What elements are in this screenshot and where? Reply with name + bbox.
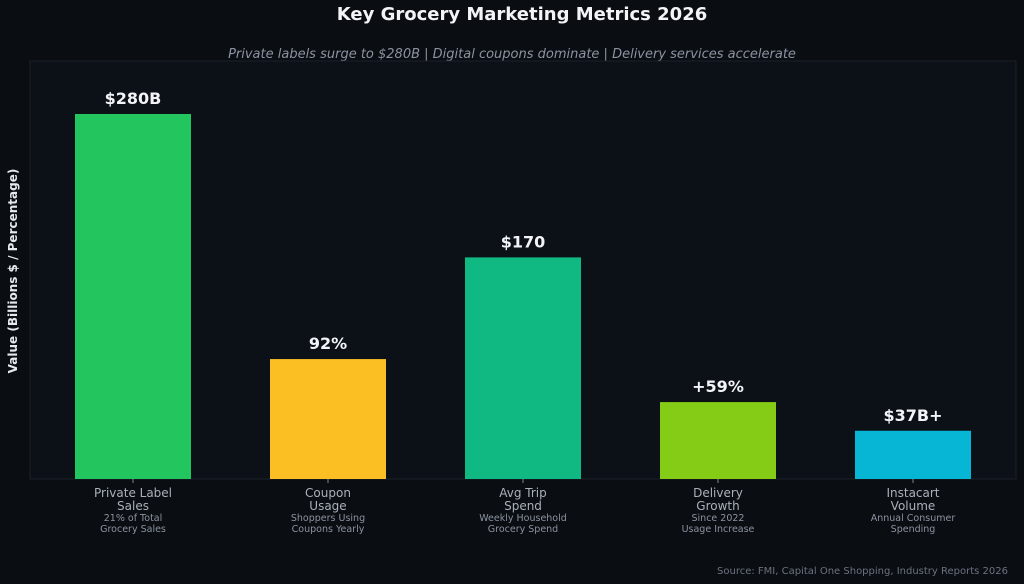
bar-3 xyxy=(465,257,581,479)
value-label-2: 92% xyxy=(309,334,347,353)
category-sublabel-1: 21% of Total Grocery Sales xyxy=(100,513,166,535)
value-label-1: $280B xyxy=(105,89,162,108)
value-label-4: +59% xyxy=(692,377,744,396)
bar-2 xyxy=(270,359,386,479)
category-sublabel-2: Shoppers Using Coupons Yearly xyxy=(291,513,365,535)
category-label-3: Avg Trip Spend xyxy=(499,486,547,513)
category-sublabel-5: Annual Consumer Spending xyxy=(871,513,956,535)
category-label-1: Private Label Sales xyxy=(94,486,172,513)
chart-title: Key Grocery Marketing Metrics 2026 xyxy=(336,4,708,25)
value-label-5: $37B+ xyxy=(884,406,943,425)
chart-subtitle: Private labels surge to $280B | Digital … xyxy=(228,47,796,62)
source-note: Source: FMI, Capital One Shopping, Indus… xyxy=(717,566,1008,577)
category-sublabel-4: Since 2022 Usage Increase xyxy=(682,513,755,535)
category-label-5: Instacart Volume xyxy=(886,486,939,513)
bar-1 xyxy=(75,114,191,479)
category-sublabel-3: Weekly Household Grocery Spend xyxy=(479,513,567,535)
category-label-4: Delivery Growth xyxy=(693,486,743,513)
bar-4 xyxy=(660,402,776,479)
value-label-3: $170 xyxy=(501,232,546,251)
bar-5 xyxy=(855,430,971,479)
category-label-2: Coupon Usage xyxy=(305,486,351,513)
